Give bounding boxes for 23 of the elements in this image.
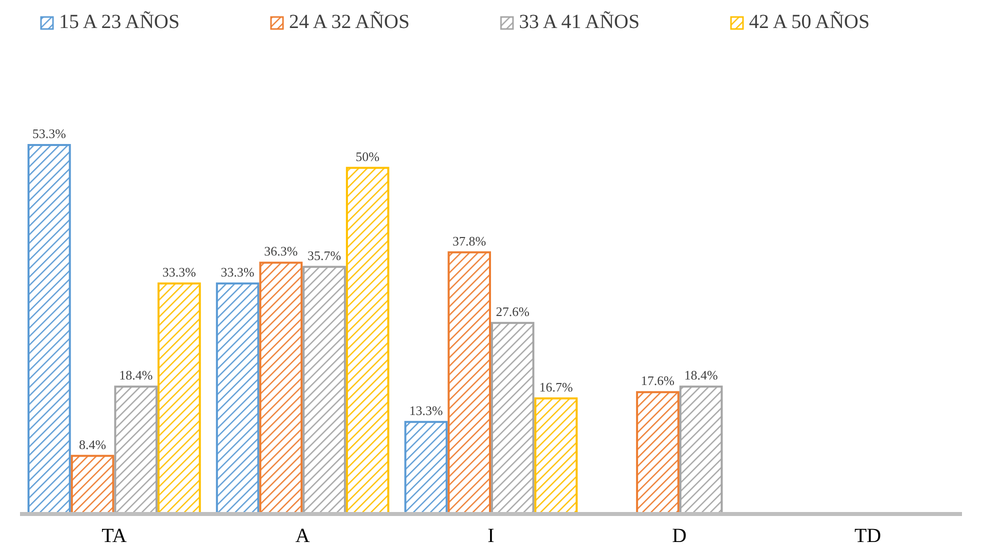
data-label: 18.4% bbox=[684, 368, 718, 383]
legend-label: 33 A 41 AÑOS bbox=[519, 11, 640, 33]
x-tick-label: A bbox=[295, 525, 310, 547]
data-label: 33.3% bbox=[162, 264, 196, 280]
data-label: 17.6% bbox=[640, 373, 675, 388]
data-label: 35.7% bbox=[307, 248, 342, 263]
data-label: 50% bbox=[356, 148, 380, 164]
legend-label: 15 A 23 AÑOS bbox=[59, 11, 180, 33]
legend-label: 42 A 50 AÑOS bbox=[749, 11, 870, 33]
data-label: 8.4% bbox=[78, 436, 106, 452]
data-label: 27.6% bbox=[496, 304, 530, 319]
data-label: 13.3% bbox=[409, 402, 443, 418]
x-tick-label: I bbox=[488, 525, 494, 547]
data-label: 37.8% bbox=[452, 233, 486, 248]
data-label: 33.3% bbox=[220, 264, 255, 280]
data-label: 53.3% bbox=[32, 126, 66, 141]
legend-label: 24 A 32 AÑOS bbox=[289, 11, 410, 33]
data-label: 18.4% bbox=[119, 368, 153, 383]
x-tick-label: TD bbox=[854, 525, 882, 547]
x-tick-label: TA bbox=[102, 525, 128, 547]
x-tick-label: D bbox=[672, 525, 687, 547]
data-label: 16.7% bbox=[539, 379, 573, 394]
data-label: 36.3% bbox=[264, 244, 298, 259]
